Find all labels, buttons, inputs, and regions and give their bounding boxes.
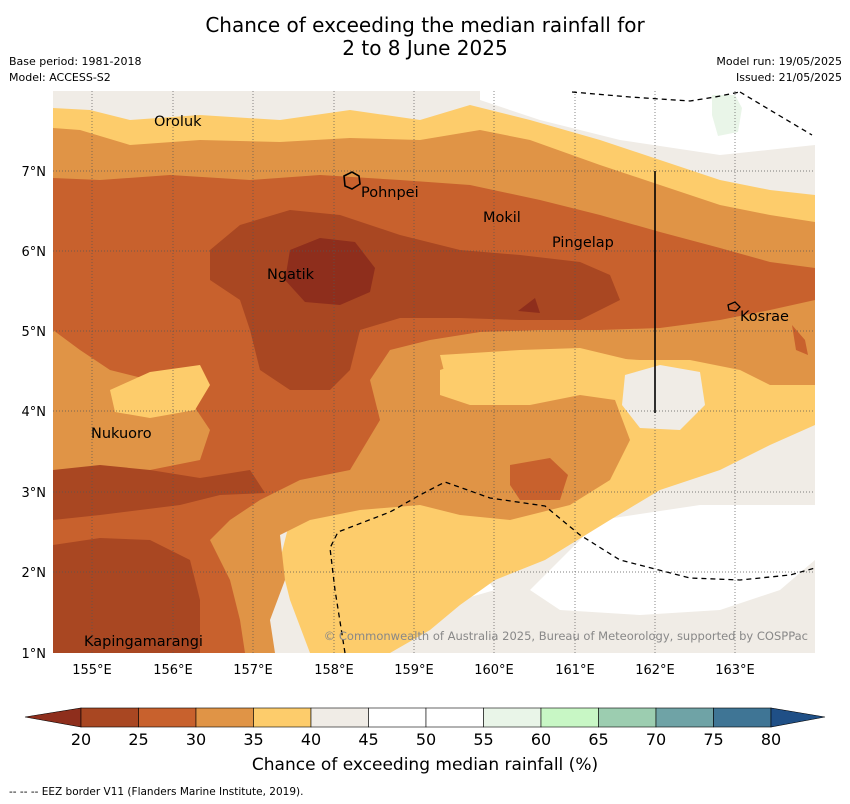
- colorbar-segment: [253, 707, 312, 728]
- colorbar-tick-label: 30: [186, 730, 206, 749]
- colorbar-tick-label: 45: [358, 730, 378, 749]
- colorbar-segment: [80, 707, 139, 728]
- colorbar-tick-label: 20: [71, 730, 91, 749]
- lat-label-6: 6°N: [22, 245, 47, 260]
- eez-footnote: -- -- -- EEZ border V11 (Flanders Marine…: [9, 786, 304, 798]
- issued-date: Issued: 21/05/2025: [735, 71, 842, 84]
- lat-label-3: 3°N: [22, 486, 47, 501]
- band-20-25-southwest: [53, 538, 200, 653]
- patch-40-45-east: [622, 365, 705, 430]
- colorbar-segment: [598, 707, 657, 728]
- colorbar-tick-label: 35: [243, 730, 263, 749]
- colorbar-tick-label: 70: [646, 730, 666, 749]
- band-45-55-south: [530, 505, 815, 615]
- lat-label-2: 2°N: [22, 566, 47, 581]
- colorbar-segment: [713, 707, 772, 728]
- patch-25-30-east: [792, 325, 808, 355]
- label-pingelap: Pingelap: [552, 235, 614, 251]
- band-below-20-small: [518, 298, 540, 313]
- label-oroluk: Oroluk: [154, 114, 202, 130]
- colorbar-tick-label: 65: [588, 730, 608, 749]
- colorbar-label: Chance of exceeding median rainfall (%): [251, 755, 599, 775]
- colorbar: 20 25 30 35 40 45 50 55 60 65 70 75 80: [24, 707, 826, 749]
- colorbar-tick-label: 25: [128, 730, 148, 749]
- copyright-notice: © Commonwealth of Australia 2025, Bureau…: [323, 629, 808, 643]
- colorbar-tick-label: 60: [531, 730, 551, 749]
- lon-label-162: 162°E: [635, 663, 675, 678]
- colorbar-segment: [655, 707, 714, 728]
- lon-label-158: 158°E: [314, 663, 354, 678]
- patch-25-30-south: [510, 458, 568, 500]
- label-nukuoro: Nukuoro: [91, 426, 152, 442]
- eez-borders: [329, 91, 816, 654]
- title-line-1: Chance of exceeding the median rainfall …: [205, 13, 645, 37]
- lon-label-159: 159°E: [394, 663, 434, 678]
- lon-label-157: 157°E: [233, 663, 273, 678]
- lat-label-4: 4°N: [22, 405, 47, 420]
- colorbar-tick-label: 55: [473, 730, 493, 749]
- label-mokil: Mokil: [483, 210, 521, 226]
- band-55-60: [712, 95, 742, 136]
- title-line-2: 2 to 8 June 2025: [342, 36, 508, 60]
- colorbar-tick-label: 50: [416, 730, 436, 749]
- lon-label-156: 156°E: [153, 663, 193, 678]
- lon-label-161: 161°E: [555, 663, 595, 678]
- label-kapingamarangi: Kapingamarangi: [84, 634, 203, 650]
- colorbar-segment: [425, 707, 484, 728]
- meta-left: Base period: 1981-2018 Model: ACCESS-S2: [9, 54, 141, 86]
- label-ngatik: Ngatik: [267, 267, 315, 283]
- graticule: [53, 91, 815, 653]
- colorbar-segment: [310, 707, 369, 728]
- band-below-20: [285, 238, 375, 305]
- kosrae-island: [727, 301, 741, 312]
- lon-label-163: 163°E: [715, 663, 755, 678]
- probability-field: [53, 91, 815, 653]
- band-20-25-west: [53, 465, 265, 520]
- colorbar-tick-label: 75: [703, 730, 723, 749]
- base-period: Base period: 1981-2018: [9, 55, 142, 68]
- lat-label-1: 1°N: [22, 647, 47, 662]
- map-title: Chance of exceeding the median rainfall …: [0, 14, 850, 60]
- colorbar-segment: [483, 707, 542, 728]
- patch-35-40-west: [110, 365, 210, 418]
- colorbar-tick-label: 40: [301, 730, 321, 749]
- lat-label-5: 5°N: [22, 325, 47, 340]
- lon-label-160: 160°E: [474, 663, 514, 678]
- patch-35-40-east: [440, 348, 650, 395]
- colorbar-segment: [138, 707, 197, 728]
- colorbar-segment: [368, 707, 427, 728]
- colorbar-segment: [540, 707, 599, 728]
- lat-label-7: 7°N: [22, 165, 47, 180]
- lon-label-155: 155°E: [72, 663, 112, 678]
- label-kosrae: Kosrae: [740, 309, 789, 325]
- pohnpei-island: [343, 171, 361, 190]
- meta-right: Model run: 19/05/2025 Issued: 21/05/2025: [716, 54, 842, 86]
- colorbar-over-arrow: [770, 707, 826, 728]
- colorbar-under-arrow: [24, 707, 82, 728]
- colorbar-segment: [195, 707, 254, 728]
- model-run: Model run: 19/05/2025: [716, 55, 842, 68]
- colorbar-tick-label: 80: [761, 730, 781, 749]
- label-pohnpei: Pohnpei: [361, 185, 419, 201]
- model-name: Model: ACCESS-S2: [9, 71, 111, 84]
